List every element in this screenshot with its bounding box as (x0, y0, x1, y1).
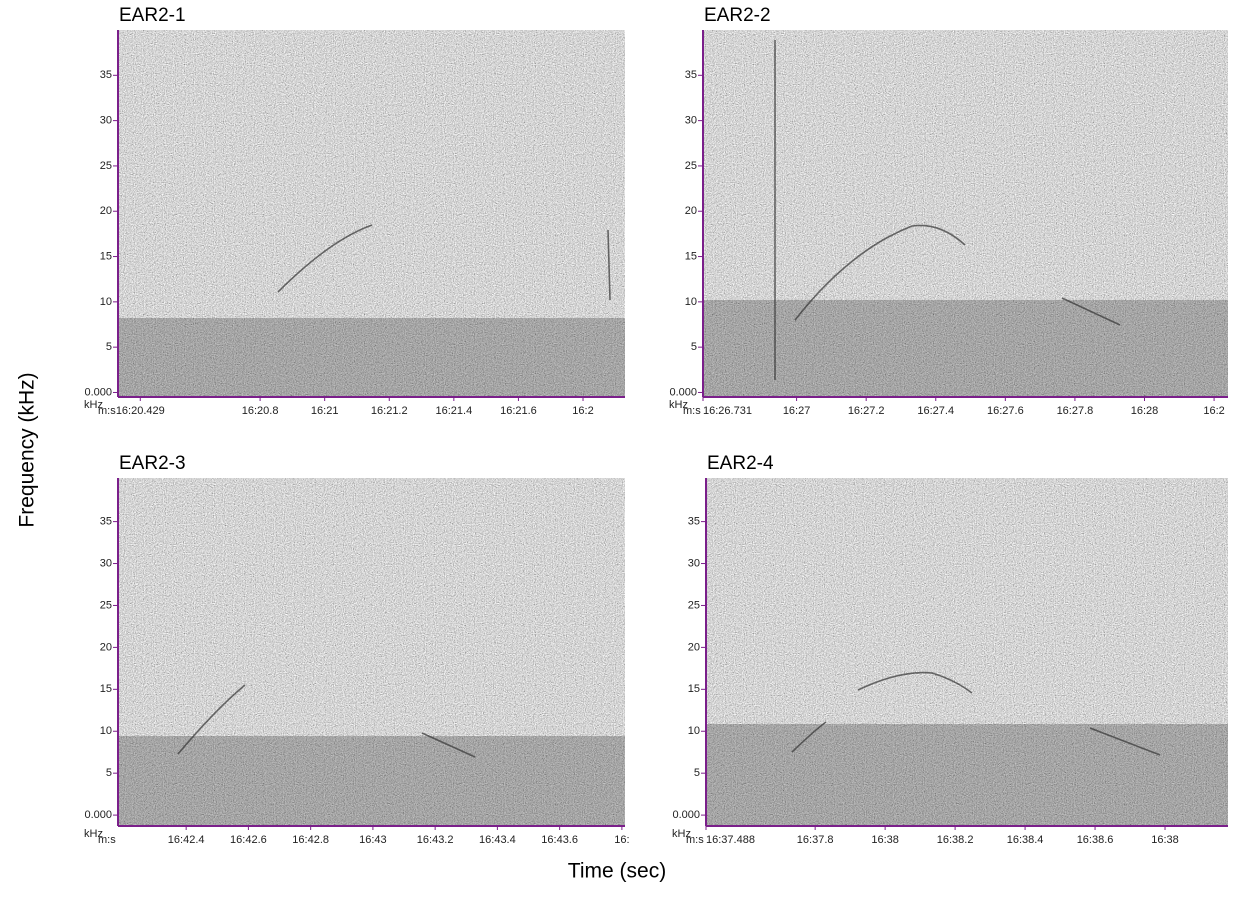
x-tick-label: 16:43 (359, 834, 387, 846)
x-tick-label: 16:27.6 (987, 405, 1024, 417)
x-tick-label: 16:37.8 (797, 834, 834, 846)
x-tick-label: 16:21.2 (371, 405, 408, 417)
x-tick-label: 16:42.6 (230, 834, 267, 846)
x-tick-label: 16:27.4 (917, 405, 954, 417)
x-tick-label: 16:43.2 (417, 834, 454, 846)
y-tick-label: 15 (100, 250, 112, 262)
y-tick-label: 0.000 (669, 386, 697, 398)
y-tick-label: 5 (694, 767, 700, 779)
y-tick-label: 20 (100, 641, 112, 653)
low-frequency-band (706, 724, 1228, 826)
y-tick-label: 25 (688, 599, 700, 611)
y-tick-label: 30 (100, 557, 112, 569)
x-tick-label: 16:21.6 (500, 405, 537, 417)
y-tick-label: 0.000 (84, 386, 112, 398)
y-tick-label: 35 (688, 516, 700, 528)
x-tick-label: 16:21 (311, 405, 339, 417)
low-frequency-band (703, 300, 1228, 397)
x-tick-label: 16:20.429 (116, 405, 165, 417)
panel-title: EAR2-3 (119, 453, 186, 474)
y-tick-label: 30 (685, 115, 697, 127)
y-tick-label: 20 (685, 205, 697, 217)
call-trace (177, 684, 246, 755)
call-trace (791, 721, 827, 753)
x-tick-label: 16:43.6 (541, 834, 578, 846)
y-tick-label: 5 (106, 767, 112, 779)
spectrogram-image (118, 478, 625, 826)
x-tick-label: 16:38.6 (1077, 834, 1114, 846)
y-tick-label: 20 (100, 205, 112, 217)
y-tick-label: 15 (100, 683, 112, 695)
x-tick-label: 16:42.4 (168, 834, 205, 846)
low-frequency-band (118, 736, 625, 826)
y-tick-label: 25 (685, 160, 697, 172)
x-tick-label: 16:21.4 (435, 405, 472, 417)
y-tick-label: 0.000 (84, 809, 112, 821)
call-trace (857, 671, 973, 694)
y-tick-label: 5 (106, 341, 112, 353)
y-tick-label: 10 (100, 296, 112, 308)
x-tick-label: 16: (614, 834, 629, 846)
call-trace (607, 229, 611, 301)
y-tick-label: 5 (691, 341, 697, 353)
x-tick-label: 16:27.2 (848, 405, 885, 417)
call-trace (277, 224, 373, 293)
y-unit-label: kHz (84, 399, 103, 411)
y-tick-label: 0.000 (672, 809, 700, 821)
spectrogram-image (706, 478, 1228, 826)
y-tick-label: 15 (688, 683, 700, 695)
x-tick-label: 16:2 (1203, 405, 1224, 417)
y-tick-label: 25 (100, 599, 112, 611)
x-unit-label: m:s (98, 405, 116, 417)
y-tick-label: 35 (100, 516, 112, 528)
x-tick-label: 16:26.731 (703, 405, 752, 417)
y-unit-label: kHz (669, 399, 688, 411)
spectrogram-image (703, 30, 1228, 397)
x-tick-label: 16:43.4 (479, 834, 516, 846)
x-tick-label: 16:37.488 (706, 834, 755, 846)
x-tick-label: 16:20.8 (242, 405, 279, 417)
call-trace (1089, 727, 1161, 756)
y-tick-label: 30 (100, 115, 112, 127)
y-unit-label: kHz (672, 828, 691, 840)
y-tick-label: 15 (685, 250, 697, 262)
call-trace (794, 224, 966, 321)
x-tick-label: 16:42.8 (292, 834, 329, 846)
x-unit-label: m:s (98, 834, 116, 846)
y-tick-label: 35 (100, 69, 112, 81)
x-unit-label: m:s (683, 405, 701, 417)
y-tick-label: 10 (100, 725, 112, 737)
panel-title: EAR2-2 (704, 5, 771, 26)
x-tick-label: 16:38.4 (1007, 834, 1044, 846)
x-axis-label: Time (sec) (568, 860, 666, 883)
x-tick-label: 16:27.8 (1057, 405, 1094, 417)
y-tick-label: 10 (688, 725, 700, 737)
x-tick-label: 16:2 (572, 405, 593, 417)
call-trace (421, 732, 476, 758)
panel-title: EAR2-1 (119, 5, 186, 26)
y-tick-label: 25 (100, 160, 112, 172)
y-tick-label: 35 (685, 69, 697, 81)
x-tick-label: 16:28 (1131, 405, 1159, 417)
x-tick-label: 16:38 (1151, 834, 1179, 846)
x-tick-label: 16:38.2 (937, 834, 974, 846)
panel-title: EAR2-4 (707, 453, 774, 474)
y-unit-label: kHz (84, 828, 103, 840)
y-tick-label: 10 (685, 296, 697, 308)
y-tick-label: 20 (688, 641, 700, 653)
y-axis-label: Frequency (kHz) (16, 372, 39, 527)
call-trace (1061, 297, 1121, 326)
x-tick-label: 16:38 (871, 834, 899, 846)
spectrogram-image (118, 30, 625, 397)
x-unit-label: m:s (686, 834, 704, 846)
x-tick-label: 16:27 (783, 405, 811, 417)
low-frequency-band (118, 318, 625, 397)
y-tick-label: 30 (688, 557, 700, 569)
